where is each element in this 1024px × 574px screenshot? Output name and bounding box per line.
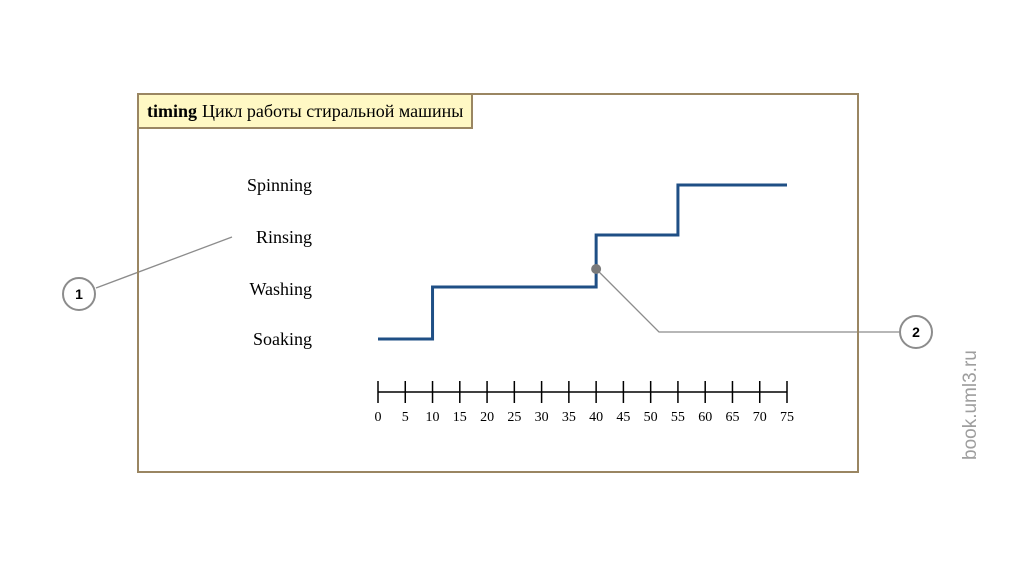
diagram-keyword: timing [147,100,198,121]
time-axis-tick-label: 65 [725,410,740,425]
time-axis-tick-label: 0 [374,410,382,425]
diagram-title-tab: timing Цикл работы стиральной машины [137,93,474,129]
time-axis-tick-label: 45 [616,410,631,425]
time-axis-tick-label: 55 [670,410,685,425]
callout-1: 1 [62,277,96,311]
time-axis-tick-label: 25 [507,410,522,425]
callout-2: 2 [899,315,933,349]
time-axis-tick-label: 10 [425,410,440,425]
state-timeline-line [378,183,787,341]
callout-1-connector [95,236,233,289]
state-label-soaking: Soaking [252,329,312,349]
time-axis-tick-label: 5 [401,410,409,425]
time-axis-tick-label: 60 [698,410,713,425]
watermark: book.uml3.ru [960,350,981,460]
time-axis-tick-label: 15 [452,410,467,425]
state-label-washing: Washing [249,279,312,299]
time-axis-tick-label: 50 [643,410,658,425]
callout-2-connector [595,268,899,333]
time-axis-tick-label: 70 [752,410,767,425]
time-axis-tick-label: 35 [561,410,576,425]
diagram-frame [137,93,859,473]
time-axis-tick-label: 20 [480,410,495,425]
time-axis-tick-label: 75 [780,410,794,425]
state-label-rinsing: Rinsing [255,227,312,247]
diagram-title: Цикл работы стиральной машины [202,100,464,121]
state-label-spinning: Spinning [246,175,312,195]
time-axis-tick-label: 30 [534,410,549,425]
time-axis-tick-label: 40 [589,410,604,425]
transition-point-marker [591,264,602,274]
